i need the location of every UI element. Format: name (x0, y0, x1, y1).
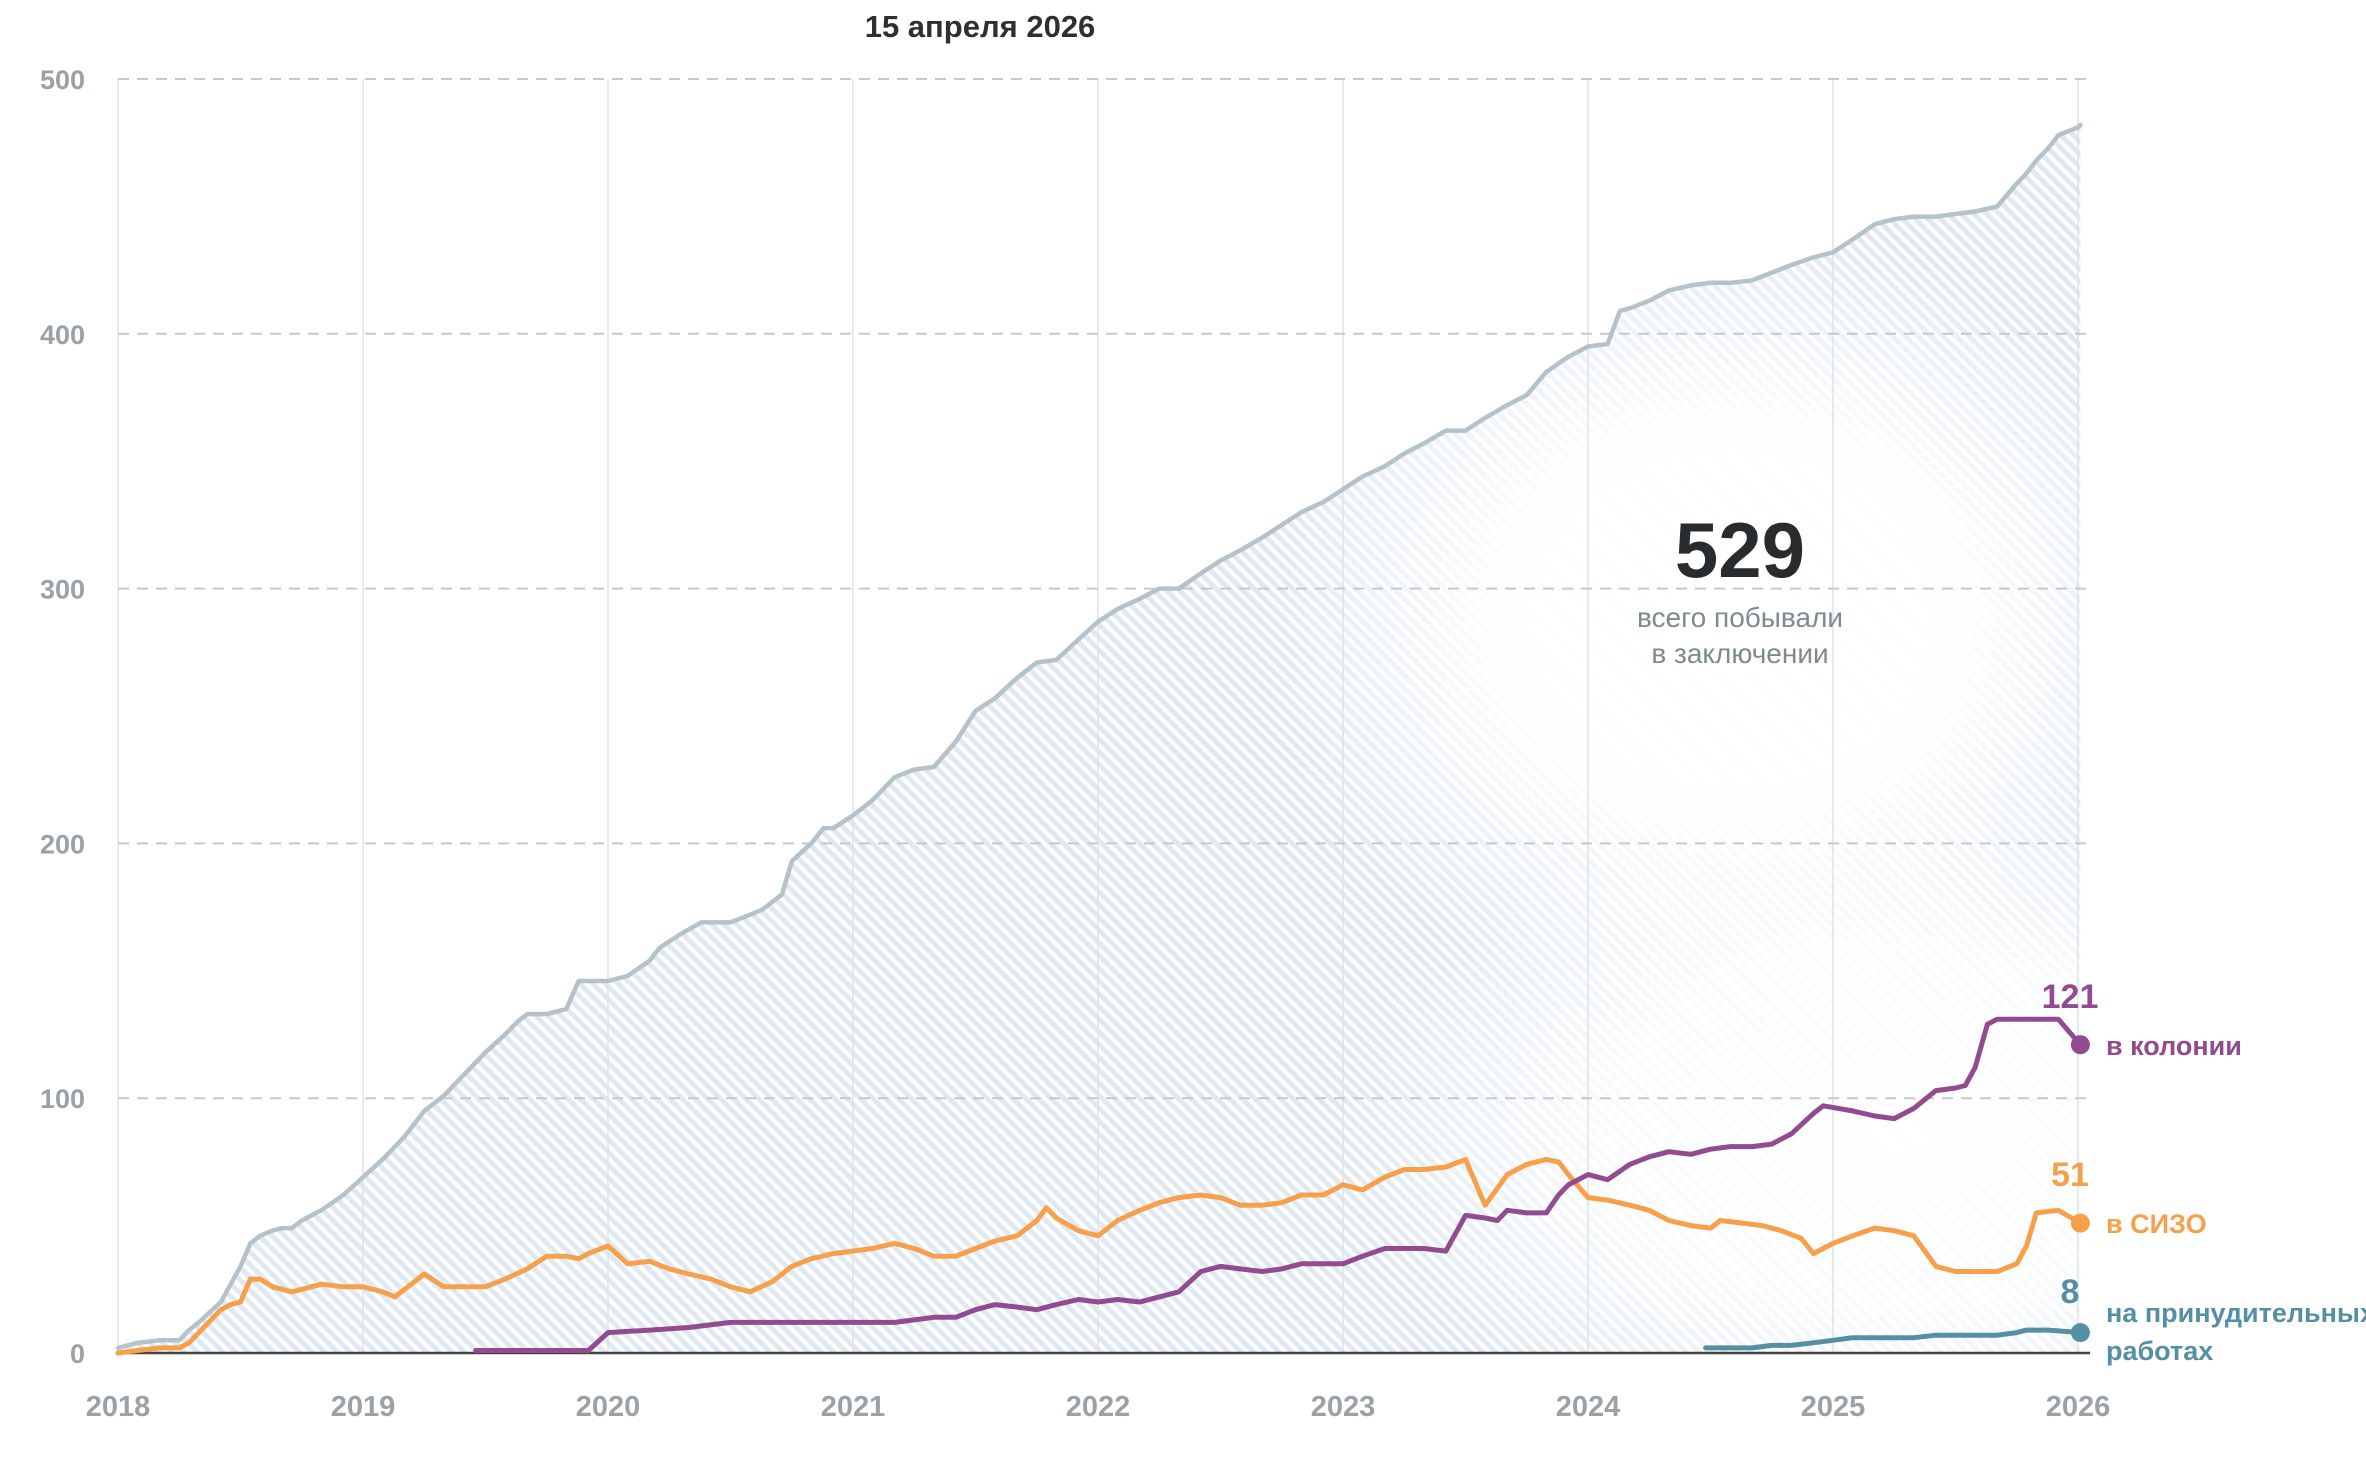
x-tick-label: 2018 (86, 1391, 151, 1423)
forced-labor-end-label-line2: работах (2106, 1336, 2213, 1366)
y-tick-label: 100 (40, 1084, 85, 1114)
end-label-forced-labor: 8 на принудительных работах (2061, 1273, 2366, 1366)
x-tick-label: 2020 (576, 1391, 641, 1423)
x-tick-label: 2022 (1066, 1391, 1131, 1423)
y-tick-label: 500 (40, 65, 85, 95)
series-line-0 (115, 122, 2083, 1351)
horizontal-dashed-gridlines (118, 78, 2090, 1100)
sizo-end-label: в СИЗО (2106, 1209, 2207, 1239)
series-lines (115, 122, 2083, 1356)
y-tick-label: 0 (70, 1339, 85, 1369)
total-callout-value: 529 (1675, 506, 1805, 594)
y-tick-label: 400 (40, 320, 85, 350)
chart-title: 15 апреля 2026 (865, 9, 1096, 44)
series-end-dot (2070, 1213, 2090, 1233)
series-end-dot (2070, 1035, 2090, 1055)
x-axis-tick-labels: 2018 2019 2020 2021 2022 2023 2024 2025 2026 (86, 1391, 2111, 1423)
series-end-dots (2070, 1035, 2090, 1343)
y-tick-label: 200 (40, 829, 85, 859)
total-callout-line1: всего побывали (1637, 602, 1843, 633)
x-tick-label: 2023 (1311, 1391, 1376, 1423)
bottom-right-glow (1340, 790, 2366, 1470)
x-tick-label: 2025 (1801, 1391, 1866, 1423)
x-tick-label: 2021 (821, 1391, 886, 1423)
x-tick-label: 2024 (1556, 1391, 1621, 1423)
x-tick-label: 2019 (331, 1391, 396, 1423)
forced-labor-end-label-line1: на принудительных (2106, 1298, 2366, 1328)
colony-end-value: 121 (2042, 978, 2099, 1016)
vertical-year-gridlines (117, 79, 2079, 1353)
total-callout-line2: в заключении (1651, 638, 1828, 669)
series-end-dot (2070, 1323, 2090, 1343)
series-line-1 (115, 1156, 2083, 1356)
y-tick-label: 300 (40, 575, 85, 605)
colony-end-label: в колонии (2106, 1031, 2242, 1061)
end-label-colony: 121 в колонии (2042, 978, 2242, 1061)
total-callout: 529 всего побывали в заключении (1637, 506, 1843, 669)
series-line-2 (1703, 1327, 2083, 1351)
forced-labor-end-value: 8 (2061, 1273, 2080, 1311)
end-label-sizo: 51 в СИЗО (2051, 1156, 2206, 1239)
y-axis-tick-labels: 0 100 200 300 400 500 (40, 65, 85, 1369)
series-line-3 (473, 1016, 2083, 1353)
sizo-end-value: 51 (2051, 1156, 2089, 1194)
x-tick-label: 2026 (2046, 1391, 2111, 1423)
